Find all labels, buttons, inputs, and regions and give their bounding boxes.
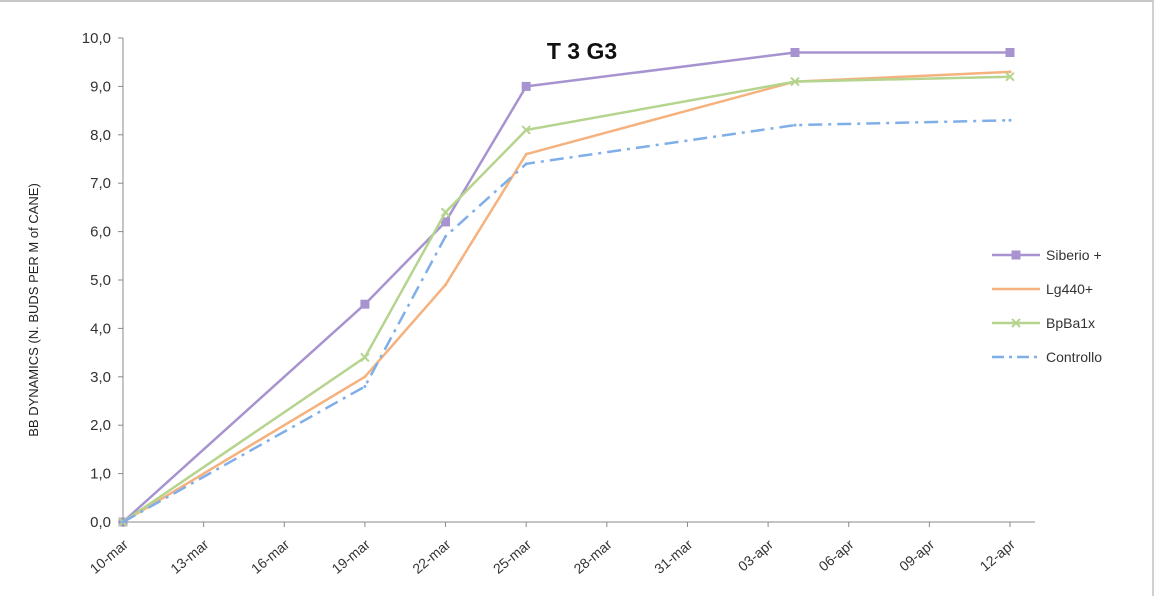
data-point-marker (790, 48, 800, 58)
data-point (1008, 118, 1012, 122)
series-line (122, 75, 1011, 524)
legend-item: Controllo (992, 349, 1102, 365)
legend-label: Siberio + (1046, 247, 1102, 263)
data-point-marker (1005, 48, 1015, 58)
marker-stroke (440, 207, 451, 217)
x-tick-label: 13-mar (167, 536, 212, 577)
data-point (1008, 70, 1012, 74)
series-line (122, 119, 1011, 524)
x-axis: 10-mar 13-mar 16-mar 19-mar 22-mar 25-mar 28-m… (87, 521, 1035, 577)
y-tick-label: 0,0 (90, 514, 111, 531)
y-axis: 0,0 1,0 2,0 3,0 4,0 5,0 6,0 7,0 8,0 9,0 10,0 (82, 30, 124, 531)
x-tick-label: 10-mar (87, 536, 132, 577)
y-tick-label: 9,0 (90, 78, 111, 95)
data-point-marker (1011, 250, 1021, 260)
data-point-marker (440, 207, 451, 217)
data-point (444, 234, 448, 238)
data-point-marker (1011, 318, 1021, 328)
series-1 (121, 70, 1012, 524)
y-tick-label: 4,0 (90, 320, 111, 337)
data-point (524, 162, 528, 166)
data-point-marker (360, 299, 370, 309)
series-0 (118, 48, 1015, 527)
data-point (444, 283, 448, 287)
marker-stroke (1005, 72, 1015, 82)
x-tick-label: 31-mar (651, 536, 696, 577)
x-tick-label: 06-apr (815, 536, 857, 574)
marker-stroke (360, 352, 370, 363)
data-point-marker (360, 352, 370, 363)
data-point (121, 520, 125, 524)
legend-label: Lg440+ (1046, 281, 1093, 297)
x-tick-label: 25-mar (490, 536, 535, 577)
data-point-marker (1005, 72, 1015, 82)
y-axis-label: BB DYNAMICS (N. BUDS PER M of CANE) (26, 183, 41, 437)
y-tick-label: 10,0 (82, 30, 111, 47)
data-point-marker (521, 81, 531, 91)
data-point (793, 123, 797, 127)
plot-series (118, 48, 1015, 527)
y-tick-label: 8,0 (90, 127, 111, 144)
y-tick-label: 7,0 (90, 175, 111, 192)
chart-title: T 3 G3 (547, 38, 617, 64)
data-point-marker (441, 217, 451, 227)
data-point (363, 375, 367, 379)
series-3 (121, 118, 1012, 524)
legend-label: Controllo (1046, 349, 1102, 365)
series-2 (118, 72, 1015, 527)
series-line (122, 51, 1010, 523)
y-tick-label: 6,0 (90, 224, 111, 241)
x-tick-label: 22-mar (409, 536, 454, 577)
y-tick-label: 3,0 (90, 369, 111, 386)
legend-item: Lg440+ (992, 281, 1093, 297)
y-tick-label: 1,0 (90, 466, 111, 483)
legend-item: BpBa1x (992, 315, 1095, 331)
data-point (363, 384, 367, 388)
x-tick-label: 16-mar (248, 536, 293, 577)
series-line (122, 70, 1011, 524)
marker-stroke (1011, 318, 1021, 328)
x-tick-label: 12-apr (977, 536, 1019, 574)
x-tick-label: 09-apr (896, 536, 938, 574)
y-tick-label: 2,0 (90, 417, 111, 434)
x-tick-label: 03-apr (735, 536, 777, 574)
marker-stroke (521, 125, 531, 135)
data-point (524, 152, 528, 156)
x-tick-label: 28-mar (570, 536, 615, 577)
data-point-marker (790, 76, 800, 87)
legend-item: Siberio + (992, 247, 1102, 263)
y-tick-label: 5,0 (90, 272, 111, 289)
x-tick-label: 19-mar (329, 536, 374, 577)
data-point-marker (521, 125, 531, 135)
legend: Siberio + Lg440+ BpBa1x Controllo (992, 247, 1102, 365)
marker-stroke (790, 76, 800, 87)
legend-label: BpBa1x (1046, 315, 1095, 331)
